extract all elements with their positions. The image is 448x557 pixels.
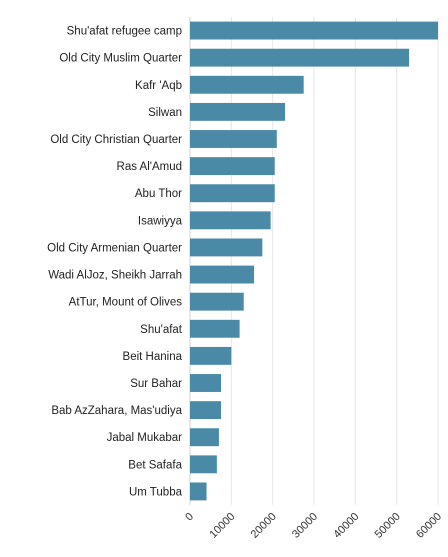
category-label: Beit Hanina: [123, 351, 183, 363]
category-labels: Shu'afat refugee camp Old City Muslim Qua…: [47, 26, 183, 499]
category-label: Um Tubba: [129, 486, 183, 498]
bar: [190, 157, 275, 176]
bar: [190, 455, 217, 474]
bar: [190, 211, 271, 230]
bar: [190, 265, 255, 284]
category-label: Silwan: [148, 107, 182, 119]
category-label: Abu Thor: [135, 188, 182, 200]
x-tick-label: 30000: [290, 511, 320, 541]
x-tick-label: 60000: [414, 511, 444, 541]
bar: [190, 184, 275, 203]
category-label: Old City Muslim Quarter: [59, 53, 182, 65]
bar: [190, 401, 221, 420]
category-label: Ras Al'Amud: [117, 161, 182, 173]
bar: [190, 48, 410, 67]
category-label: AtTur, Mount of Olives: [69, 297, 183, 309]
category-label: Old City Armenian Quarter: [47, 242, 182, 254]
bars: [190, 21, 438, 501]
bar: [190, 346, 232, 365]
category-label: Shu'afat refugee camp: [67, 26, 182, 38]
x-tick-label: 50000: [373, 511, 403, 541]
category-label: Old City Christian Quarter: [50, 134, 182, 146]
category-label: Bab AzZahara, Mas'udiya: [51, 405, 182, 417]
category-label: Kafr 'Aqb: [135, 80, 182, 92]
x-tick-label: 40000: [331, 511, 361, 541]
bar: [190, 75, 304, 94]
category-label: Bet Safafa: [128, 459, 182, 471]
category-label: Isawiyya: [138, 215, 183, 227]
x-tick-label: 20000: [249, 511, 279, 541]
bar: [190, 238, 263, 257]
bar: [190, 482, 207, 501]
x-tick-label: 0: [183, 511, 196, 524]
bar: [190, 21, 438, 40]
bar: [190, 102, 286, 121]
bar: [190, 319, 240, 338]
x-tick-label: 10000: [207, 511, 237, 541]
bar: [190, 292, 244, 311]
grid-lines: [189, 17, 439, 505]
category-label: Jabal Mukabar: [107, 432, 183, 444]
category-label: Shu'afat: [140, 324, 183, 336]
bar: [190, 374, 221, 392]
bar: [190, 428, 219, 447]
category-label: Wadi AlJoz, Sheikh Jarrah: [48, 270, 182, 282]
bar: [190, 130, 277, 148]
x-tick-labels: 0 10000 20000 30000 40000 50000 60000: [183, 511, 444, 541]
category-label: Sur Bahar: [130, 378, 182, 390]
